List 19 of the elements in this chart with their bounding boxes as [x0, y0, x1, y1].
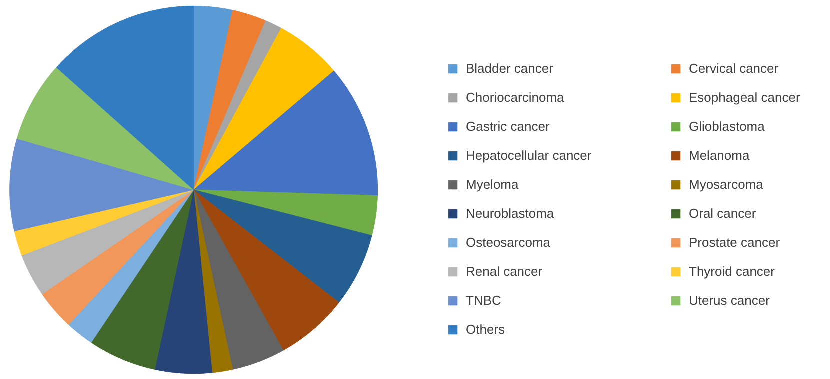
legend-label: Oral cancer: [689, 206, 758, 221]
legend-label: Myeloma: [466, 177, 520, 192]
legend-label: Prostate cancer: [689, 235, 782, 250]
legend-label: Melanoma: [689, 148, 751, 163]
legend-label: Thyroid cancer: [689, 264, 776, 279]
legend-label: Esophageal cancer: [689, 90, 802, 105]
legend-label: Myosarcoma: [689, 177, 764, 192]
legend-label: Gastric cancer: [466, 119, 551, 134]
legend-label: Hepatocellular cancer: [466, 148, 593, 163]
legend-label: Glioblastoma: [689, 119, 766, 134]
legend-label: Uterus cancer: [689, 293, 771, 308]
legend-label: Choriocarcinoma: [466, 90, 566, 105]
legend-label: TNBC: [466, 293, 502, 308]
legend-label: Renal cancer: [466, 264, 544, 279]
legend-label: Osteosarcoma: [466, 235, 552, 250]
legend-label: Cervical cancer: [689, 61, 780, 76]
legend-label: Neuroblastoma: [466, 206, 556, 221]
legend-label: Others: [466, 322, 506, 337]
legend-label: Bladder cancer: [466, 61, 554, 76]
